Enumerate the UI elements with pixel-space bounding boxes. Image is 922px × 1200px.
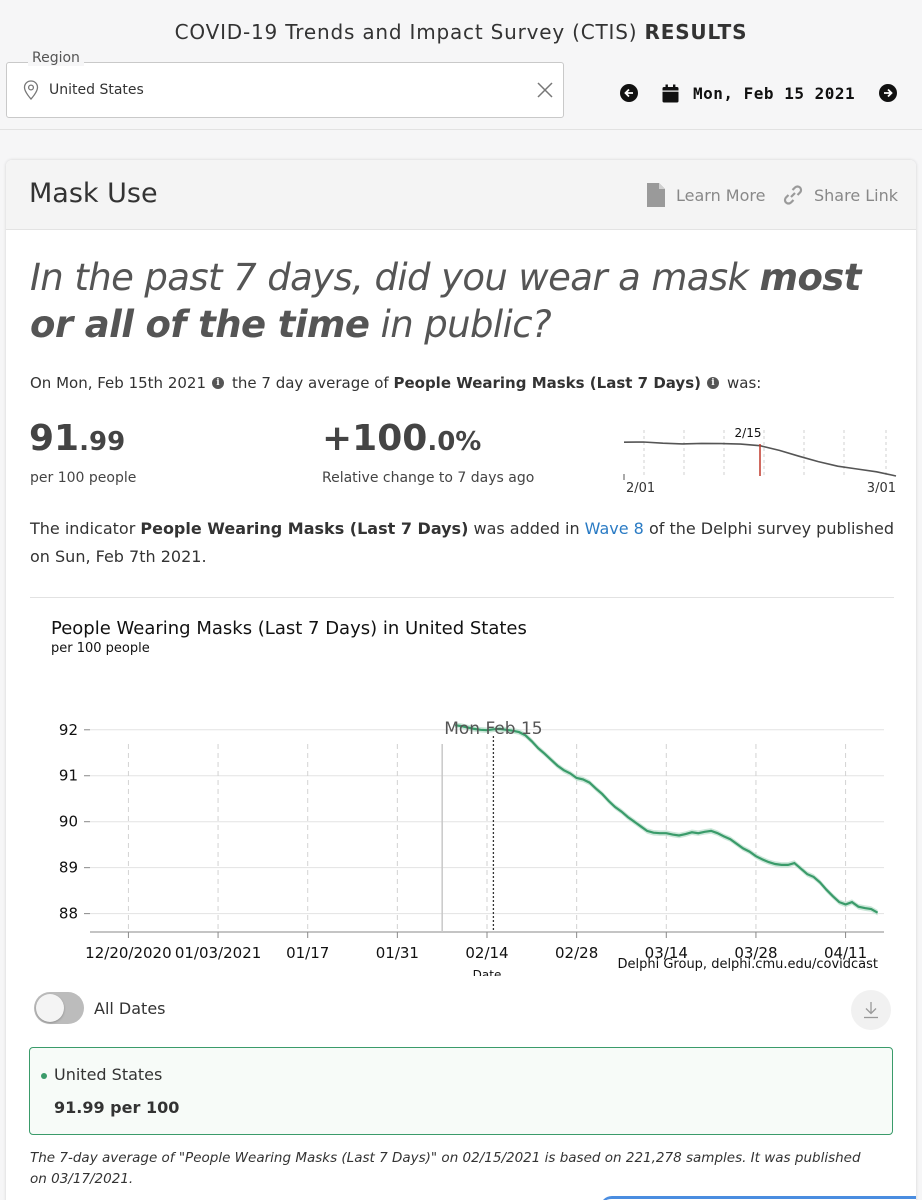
value-int: 91: [29, 418, 80, 459]
card-title: Mask Use: [29, 178, 158, 209]
indicator-added-note: The indicator People Wearing Masks (Last…: [30, 515, 900, 571]
survey-question: In the past 7 days, did you wear a mask …: [30, 254, 900, 348]
note-part1: The indicator: [30, 519, 141, 538]
app-title-text: COVID-19 Trends and Impact Survey (CTIS): [174, 20, 638, 44]
question-part1: In the past 7 days, did you wear a mask: [30, 256, 760, 299]
current-date[interactable]: Mon, Feb 15 2021: [693, 83, 856, 103]
legend-region: United States: [54, 1065, 163, 1084]
x-tick-label: 12/20/2020: [85, 944, 171, 962]
legend-value: 91.99 per 100: [54, 1098, 180, 1117]
learn-more-link[interactable]: Learn More: [646, 182, 765, 208]
arrow-left-icon: [624, 88, 633, 98]
app-title: COVID-19 Trends and Impact Survey (CTIS)…: [0, 20, 922, 44]
date-marker-label: Mon Feb 15: [444, 719, 542, 739]
x-tick-label: 01/17: [286, 944, 329, 962]
y-tick-label: 89: [59, 859, 78, 877]
x-tick-label: 03/14: [645, 944, 688, 962]
region-legend-box: United States 91.99 per 100: [29, 1047, 893, 1135]
date-navigator: Mon, Feb 15 2021: [620, 78, 898, 108]
sparkline-start-label: 2/01: [626, 481, 655, 496]
share-link-label: Share Link: [814, 185, 899, 205]
chart-subtitle: per 100 people: [51, 641, 150, 656]
download-icon: [864, 1002, 878, 1019]
question-part2: in public?: [369, 303, 552, 346]
link-icon: [783, 185, 803, 205]
arrow-right-icon: [884, 88, 893, 98]
x-tick-label: 01/03/2021: [175, 944, 261, 962]
prev-date-button[interactable]: [620, 84, 638, 102]
sparkline-chart: 2/15 2/01 3/01: [623, 426, 897, 496]
x-tick-label: 02/28: [555, 944, 598, 962]
region-input[interactable]: United States: [6, 62, 564, 118]
chart-title: People Wearing Masks (Last 7 Days) in Un…: [51, 618, 527, 639]
series-line-united-states: [454, 724, 879, 914]
region-value: United States: [49, 82, 144, 98]
card-header: Mask Use Learn More Share Link: [6, 160, 916, 230]
note-part2: was added in: [468, 519, 585, 538]
sparkline-end-label: 3/01: [867, 481, 896, 496]
question-emphasis: most or all of the time: [30, 256, 861, 346]
mask-use-card: Mask Use Learn More Share Link In the pa…: [6, 160, 916, 1200]
summary-indicator: People Wearing Masks (Last 7 Days): [393, 374, 701, 392]
next-date-button[interactable]: [879, 84, 898, 102]
change-int: +100: [322, 418, 428, 459]
summary-middle: the 7 day average of: [232, 374, 389, 392]
summary-end: was:: [727, 374, 762, 392]
learn-more-label: Learn More: [676, 185, 766, 205]
calendar-icon[interactable]: [662, 84, 679, 103]
download-button[interactable]: [851, 990, 891, 1030]
y-tick-label: 92: [59, 721, 78, 739]
top-header: COVID-19 Trends and Impact Survey (CTIS)…: [0, 0, 922, 130]
section-divider: [30, 597, 894, 598]
info-icon[interactable]: i: [707, 377, 719, 389]
change-decimal: .0%: [427, 427, 482, 457]
value-unit: per 100 people: [30, 470, 137, 486]
location-pin-icon: [23, 80, 39, 100]
x-tick-label: 04/11: [824, 944, 867, 962]
y-tick-label: 91: [59, 767, 78, 785]
summary-line: On Mon, Feb 15th 2021 i the 7 day averag…: [30, 374, 761, 392]
legend-dot: [41, 1073, 47, 1079]
x-tick-label: 03/28: [734, 944, 777, 962]
app-title-strong: RESULTS: [644, 20, 748, 44]
region-label: Region: [28, 50, 84, 66]
x-axis-label: Date: [473, 968, 502, 976]
floating-button-edge[interactable]: [600, 1196, 916, 1200]
document-icon: [647, 183, 665, 207]
toggle-knob: [36, 994, 64, 1022]
relative-change-value: +100.0%: [322, 418, 481, 459]
clear-icon[interactable]: [535, 80, 555, 100]
confidence-band: [455, 722, 878, 916]
y-tick-label: 90: [59, 813, 78, 831]
all-dates-label: All Dates: [94, 999, 166, 1018]
note-part3: of the Delphi survey published on Sun, F…: [30, 519, 894, 566]
info-icon[interactable]: i: [212, 377, 224, 389]
note-indicator: People Wearing Masks (Last 7 Days): [140, 519, 469, 538]
sample-footnote: The 7-day average of "People Wearing Mas…: [30, 1150, 861, 1187]
x-tick-label: 02/14: [465, 944, 508, 962]
sparkline-marker-label: 2/15: [735, 426, 762, 440]
line-chart[interactable]: 88 89 90 91 92 12/20/2020 01/03/2021 01/17 01/31…: [26, 656, 906, 976]
y-tick-label: 88: [59, 905, 78, 923]
summary-date: On Mon, Feb 15th 2021: [30, 374, 206, 392]
indicator-value: 91.99: [29, 418, 125, 459]
relative-change-label: Relative change to 7 days ago: [322, 470, 535, 486]
chart-credit: Delphi Group, delphi.cmu.edu/covidcast: [617, 957, 879, 972]
value-decimal: .99: [79, 427, 126, 457]
share-link[interactable]: Share Link: [782, 184, 898, 206]
x-tick-label: 01/31: [376, 944, 419, 962]
wave-link[interactable]: Wave 8: [584, 519, 644, 538]
all-dates-toggle[interactable]: [34, 992, 84, 1024]
